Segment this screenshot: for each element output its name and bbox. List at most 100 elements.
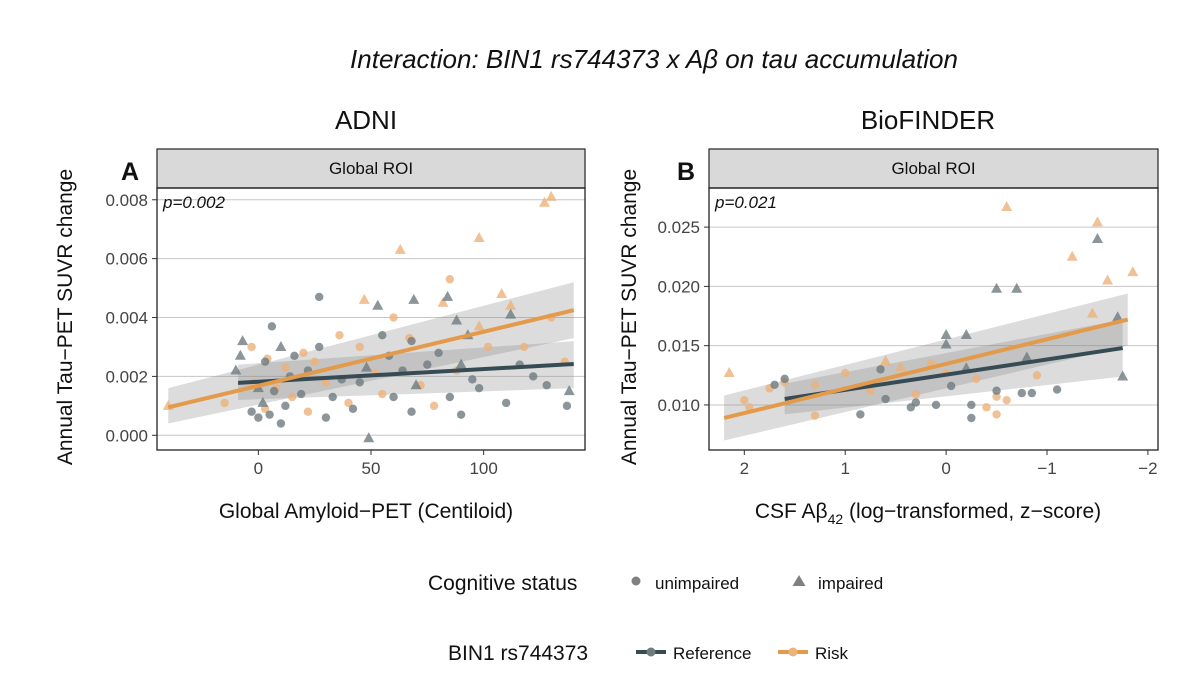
regression-line-risk (723, 317, 1129, 420)
data-point (429, 401, 439, 411)
data-point (946, 381, 956, 391)
data-point (389, 313, 398, 322)
data-point (1032, 371, 1042, 380)
data-point (1011, 282, 1023, 293)
legend-key-risk-point (788, 647, 798, 657)
data-point (355, 342, 364, 352)
data-point (281, 401, 290, 411)
data-point (810, 380, 820, 389)
data-point (940, 329, 952, 340)
legend-title: BIN1 rs744373 (448, 642, 588, 665)
data-point (940, 338, 952, 349)
data-point (562, 401, 572, 411)
data-point (501, 398, 511, 408)
data-point (1112, 311, 1124, 322)
y-tick-label: 0.000 (105, 426, 148, 445)
data-point (780, 374, 789, 384)
data-point (1066, 250, 1078, 261)
data-point (455, 358, 467, 369)
data-point (468, 375, 477, 384)
data-point (1091, 216, 1103, 227)
legend-key-reference-point (646, 647, 656, 657)
data-point (982, 403, 991, 412)
data-point (360, 361, 372, 372)
data-point (563, 385, 575, 396)
panel-title: BioFINDER (861, 105, 995, 135)
data-point (967, 413, 976, 423)
data-point (519, 342, 529, 352)
data-point (260, 357, 270, 366)
x-tick-label: 0 (941, 459, 950, 478)
legend-item-label: Reference (673, 644, 751, 663)
data-point (437, 296, 449, 307)
data-point (538, 196, 550, 207)
data-point (344, 398, 353, 408)
data-point (1102, 274, 1114, 285)
legend-key-circle (631, 576, 641, 586)
data-point (740, 396, 749, 405)
data-point (1027, 388, 1037, 398)
regression-line-risk (167, 308, 575, 410)
data-point (303, 407, 313, 416)
plot-area-biofinder: Global ROI p=0.021 0.010 0.015 0.020 0.025 2 1 0… (657, 148, 1159, 478)
data-point (505, 308, 517, 319)
x-tick-label: 2 (740, 459, 749, 478)
data-point (378, 389, 387, 399)
data-point (328, 392, 337, 402)
data-point (991, 282, 1003, 293)
data-point (1127, 266, 1139, 277)
panel-adni: ADNI A Annual Tau−PET SUVR change Global… (54, 105, 513, 523)
data-point (473, 320, 485, 331)
x-axis-label-subscript: 42 (828, 511, 844, 527)
data-point (542, 381, 551, 390)
data-point (220, 398, 229, 408)
panel-title: ADNI (335, 105, 397, 135)
data-point (321, 413, 331, 422)
facet-strip-label: Global ROI (891, 159, 975, 178)
data-point (254, 413, 263, 422)
data-point (483, 342, 493, 352)
data-point (451, 314, 463, 325)
legend-title: Cognitive status (428, 572, 577, 595)
data-point (911, 390, 921, 399)
x-axis-label-main: CSF Aβ (755, 500, 828, 523)
y-tick-label: 0.006 (105, 250, 148, 269)
x-tick-label: −2 (1138, 459, 1157, 478)
data-point (445, 392, 455, 402)
data-point (363, 432, 375, 443)
y-tick-label: 0.015 (657, 337, 700, 356)
legend-item-label: Risk (815, 644, 849, 663)
data-point (960, 329, 972, 340)
data-point (314, 292, 324, 302)
data-point (257, 396, 269, 407)
y-tick-label: 0.004 (105, 309, 148, 328)
data-point (408, 293, 420, 304)
data-point (841, 368, 850, 378)
legend-key-triangle (792, 575, 806, 586)
data-point (895, 361, 907, 372)
data-point (267, 322, 277, 331)
data-point (442, 290, 454, 301)
data-point (1052, 385, 1062, 394)
data-point (237, 335, 249, 346)
data-point (810, 411, 820, 420)
y-axis-label: Annual Tau−PET SUVR change (54, 169, 77, 465)
data-point (972, 374, 981, 384)
data-point (410, 379, 422, 390)
y-tick-label: 0.008 (105, 191, 148, 210)
data-point (296, 389, 306, 399)
data-point (906, 403, 915, 412)
y-tick-label: 0.002 (105, 367, 148, 386)
data-point (287, 392, 297, 402)
data-point (230, 364, 242, 375)
x-tick-label: 50 (362, 459, 381, 478)
data-point (856, 410, 865, 419)
y-tick-label: 0.020 (657, 277, 700, 296)
data-point (505, 299, 517, 310)
panel-biofinder: BioFINDER B Annual Tau−PET SUVR change C… (618, 105, 1101, 527)
data-point (314, 342, 324, 352)
data-point (290, 351, 299, 360)
data-point (1017, 388, 1026, 398)
data-point (473, 232, 485, 243)
